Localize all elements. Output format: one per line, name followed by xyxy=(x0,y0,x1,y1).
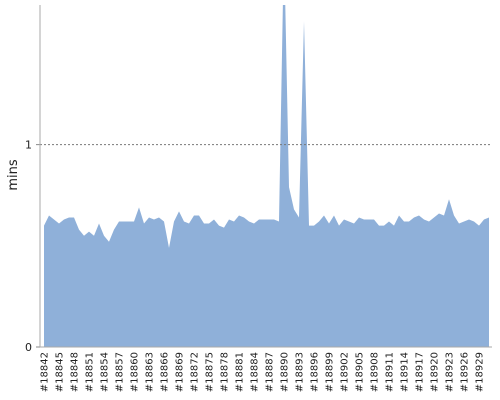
x-tick-label: #18872 xyxy=(190,352,201,392)
x-tick-label: #18854 xyxy=(100,352,111,392)
y-tick-label: 1 xyxy=(25,139,32,152)
x-tick-label: #18917 xyxy=(415,352,426,392)
x-tick-label: #18902 xyxy=(340,352,351,392)
x-tick-label: #18884 xyxy=(250,352,261,392)
x-tick-label: #18914 xyxy=(400,352,411,392)
x-tick-label: #18842 xyxy=(40,352,51,392)
x-tick-label: #18899 xyxy=(325,352,336,392)
x-tick-label: #18848 xyxy=(70,352,81,392)
x-tick-label: #18911 xyxy=(385,352,396,392)
y-axis-label: mins xyxy=(6,159,21,191)
x-tick-label: #18866 xyxy=(160,352,171,392)
x-tick-label: #18863 xyxy=(145,352,156,392)
y-tick-label: 0 xyxy=(25,341,32,354)
x-tick-label: #18869 xyxy=(175,352,186,392)
x-tick-label: #18878 xyxy=(220,352,231,392)
x-tick-label: #18908 xyxy=(370,352,381,392)
x-tick-label: #18845 xyxy=(55,352,66,392)
x-tick-label: #18881 xyxy=(235,352,246,392)
x-tick-label: #18860 xyxy=(130,352,141,392)
x-tick-label: #18875 xyxy=(205,352,216,392)
x-tick-label: #18929 xyxy=(475,352,486,392)
area xyxy=(44,5,489,347)
x-tick-label: #18896 xyxy=(310,352,321,392)
x-tick-label: #18857 xyxy=(115,352,126,392)
x-tick-label: #18893 xyxy=(295,352,306,392)
x-tick-label: #18926 xyxy=(460,352,471,392)
x-tick-label: #18887 xyxy=(265,352,276,392)
plot xyxy=(44,5,489,347)
x-tick-label: #18923 xyxy=(445,352,456,392)
x-tick-label: #18851 xyxy=(85,352,96,392)
x-tick-label: #18890 xyxy=(280,352,291,392)
x-tick-label: #18920 xyxy=(430,352,441,392)
x-tick-label: #18905 xyxy=(355,352,366,392)
